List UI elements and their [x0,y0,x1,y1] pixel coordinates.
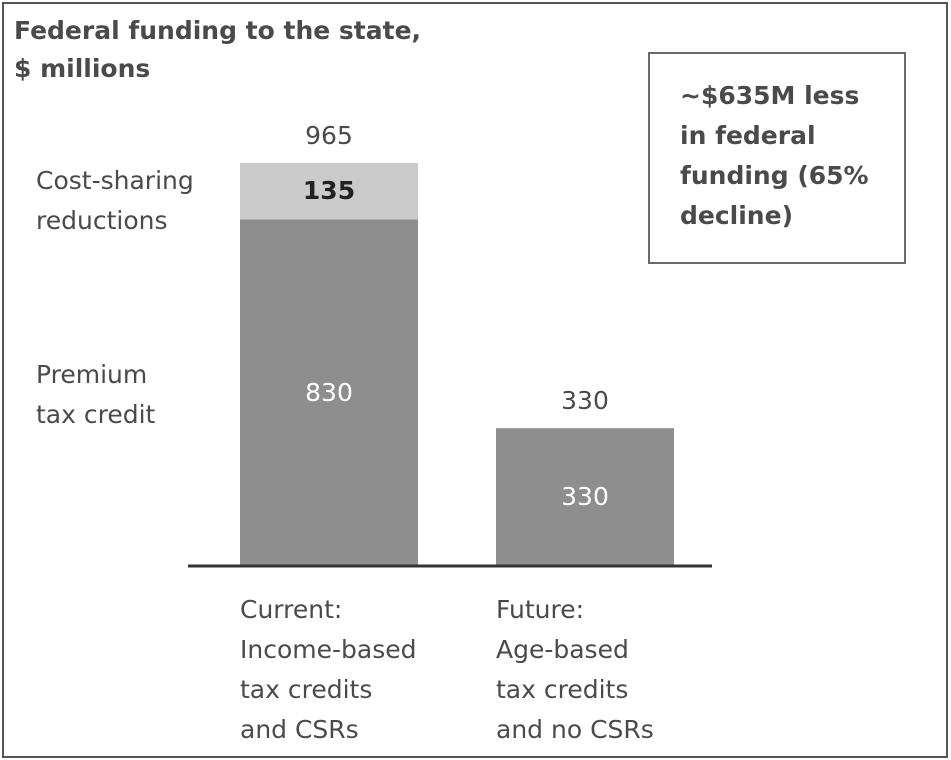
data-label: 830 [305,377,353,407]
x-tick-label: Future: Age-based tax credits and no CSR… [496,595,654,744]
annotation: ~$635M less in federal funding (65% decl… [648,52,906,264]
total-label: 965 [305,121,353,150]
legend-label: Cost-sharing reductions [36,166,194,235]
bar-segment [240,219,418,566]
bar-segment [240,163,418,220]
total-label: 330 [561,386,609,416]
bar-segment [496,428,674,566]
x-tick-label: Current: Income-based tax credits and CS… [240,595,417,744]
data-label: 330 [561,482,609,512]
legend-label: Premium tax credit [36,360,156,430]
chart-title: Federal funding to the state, $ millions [14,16,422,83]
data-label: 135 [302,176,356,206]
